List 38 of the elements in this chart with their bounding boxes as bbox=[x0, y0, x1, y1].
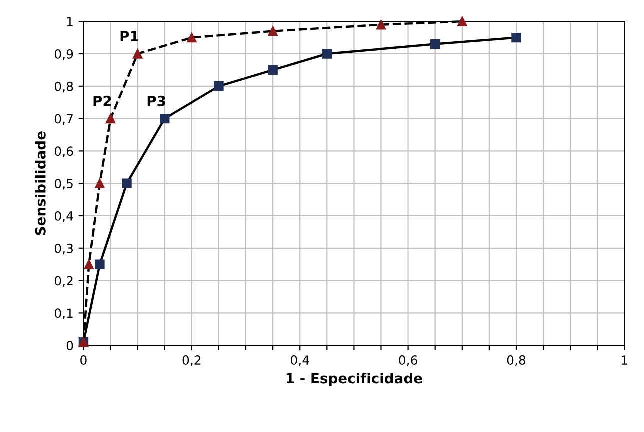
x-tick-label: 0,4 bbox=[290, 356, 310, 366]
x-tick-label: 0,2 bbox=[182, 356, 201, 366]
point bbox=[95, 178, 105, 188]
point bbox=[268, 26, 278, 36]
y-tick-label: 0 bbox=[66, 341, 74, 351]
y-tick-label: 0,5 bbox=[54, 179, 73, 190]
y-tick-label: 0,7 bbox=[54, 114, 73, 125]
x-tick-label: 1 bbox=[622, 356, 628, 365]
point bbox=[84, 260, 94, 270]
point bbox=[106, 114, 116, 124]
x-axis-title: 1 - Especificidade bbox=[286, 372, 422, 386]
point bbox=[268, 65, 278, 76]
x-tick-label: 0 bbox=[80, 356, 87, 365]
y-tick-label: 1 bbox=[67, 17, 73, 26]
point bbox=[322, 49, 332, 59]
point bbox=[132, 49, 143, 59]
y-tick-label: 0,3 bbox=[54, 244, 73, 255]
point bbox=[214, 82, 224, 92]
y-tick-label: 0,8 bbox=[54, 82, 74, 93]
point bbox=[187, 32, 197, 43]
point bbox=[376, 20, 386, 30]
x-tick-label: 0,8 bbox=[507, 356, 526, 366]
y-tick-label: 0,9 bbox=[54, 49, 74, 60]
point bbox=[458, 16, 468, 26]
point bbox=[430, 39, 440, 50]
y-tick-label: 0,4 bbox=[54, 211, 74, 222]
annotation: P3 bbox=[148, 96, 166, 106]
annotation: P1 bbox=[120, 31, 138, 42]
x-tick-label: 0,6 bbox=[399, 356, 418, 366]
annotation: P2 bbox=[94, 96, 112, 106]
y-axis-title: Sensibilidade bbox=[35, 132, 46, 236]
y-tick-label: 0,2 bbox=[54, 276, 73, 287]
point bbox=[122, 178, 132, 188]
point bbox=[512, 32, 522, 43]
point bbox=[160, 114, 170, 124]
y-tick-label: 0,6 bbox=[54, 146, 74, 158]
point bbox=[95, 260, 105, 270]
y-tick-label: 0,1 bbox=[54, 308, 73, 320]
